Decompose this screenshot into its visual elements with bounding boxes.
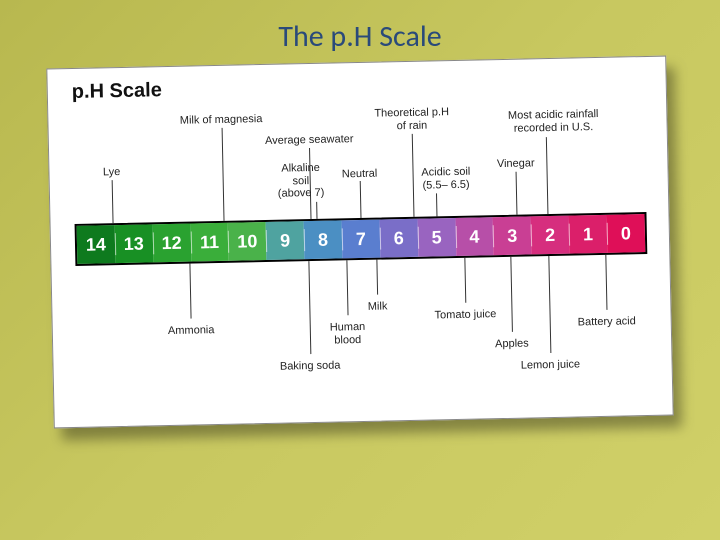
ph-cell: 7 bbox=[342, 220, 381, 259]
leader-line bbox=[546, 137, 549, 214]
annotation-label: Ammonia bbox=[136, 323, 246, 338]
leader-line bbox=[190, 264, 192, 319]
leader-line bbox=[360, 181, 362, 218]
ph-cell: 14 bbox=[77, 225, 116, 264]
ph-cell: 3 bbox=[493, 216, 532, 255]
ph-cell: 13 bbox=[114, 224, 153, 263]
leader-line bbox=[510, 257, 513, 332]
leader-line bbox=[516, 172, 518, 215]
slide-title: The p.H Scale bbox=[0, 0, 720, 55]
annotation-label: Lye bbox=[56, 165, 166, 180]
leader-line bbox=[436, 193, 437, 216]
leader-line bbox=[221, 128, 224, 221]
ph-cell: 0 bbox=[607, 214, 646, 253]
ph-cell: 8 bbox=[304, 220, 343, 259]
ph-cell: 4 bbox=[455, 217, 494, 256]
leader-line bbox=[377, 260, 379, 295]
ph-cell: 2 bbox=[531, 216, 570, 255]
ph-cell: 5 bbox=[417, 218, 456, 257]
ph-cell: 12 bbox=[152, 224, 191, 263]
ph-cell: 6 bbox=[379, 219, 418, 258]
annotation-label: Human blood bbox=[292, 320, 403, 348]
annotation-label: Average seawater bbox=[254, 133, 364, 148]
annotation-layer: LyeMilk of magnesiaAverage seawaterAlkal… bbox=[47, 57, 665, 70]
leader-line bbox=[464, 258, 466, 303]
annotation-label: Battery acid bbox=[552, 315, 662, 330]
annotation-label: Milk of magnesia bbox=[166, 113, 276, 128]
card-surface: p.H Scale 14131211109876543210 LyeMilk o… bbox=[46, 56, 673, 429]
annotation-label: Vinegar bbox=[461, 157, 571, 172]
diagram-inner-title: p.H Scale bbox=[72, 79, 163, 104]
leader-line bbox=[316, 202, 317, 219]
annotation-label: Baking soda bbox=[255, 359, 365, 374]
annotation-label: Lemon juice bbox=[495, 358, 605, 373]
ph-scale-bar: 14131211109876543210 bbox=[75, 212, 648, 266]
ph-cell: 1 bbox=[569, 215, 608, 254]
annotation-label: Theoretical p.H of rain bbox=[357, 106, 468, 134]
ph-cell: 10 bbox=[228, 222, 267, 261]
leader-line bbox=[112, 180, 114, 223]
annotation-label: Alkaline soil (above 7) bbox=[245, 161, 356, 201]
leader-line bbox=[605, 255, 607, 310]
ph-cell: 9 bbox=[266, 221, 305, 260]
diagram-card: p.H Scale 14131211109876543210 LyeMilk o… bbox=[46, 56, 673, 429]
annotation-label: Most acidic rainfall recorded in U.S. bbox=[498, 108, 609, 136]
ph-cell: 11 bbox=[190, 223, 229, 262]
annotation-label: Tomato juice bbox=[410, 308, 520, 323]
